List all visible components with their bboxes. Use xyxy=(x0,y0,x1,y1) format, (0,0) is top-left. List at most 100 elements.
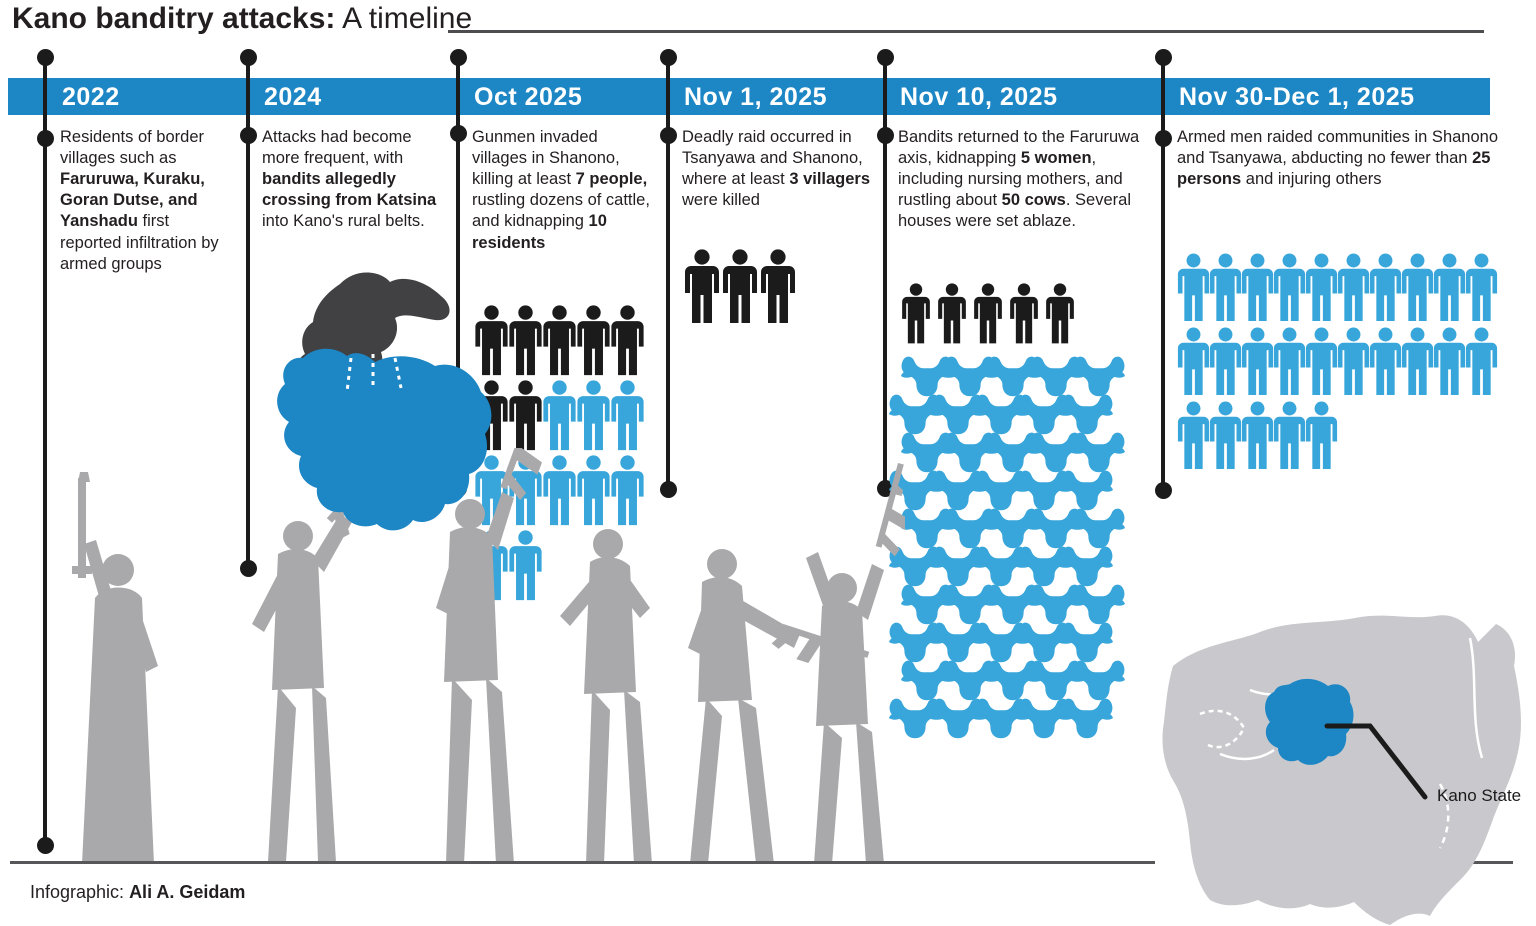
title-rule xyxy=(448,30,1484,33)
person-icon xyxy=(1433,327,1466,397)
timeline-event-text: Bandits returned to the Faruruwa axis, k… xyxy=(898,127,1148,233)
timeline-node-dot xyxy=(1154,481,1172,499)
title-sub: A timeline xyxy=(335,2,473,35)
person-icon xyxy=(1465,327,1498,397)
timeline-bar xyxy=(8,78,1490,115)
person-icon xyxy=(1369,253,1402,323)
timeline-date: 2024 xyxy=(264,83,322,111)
timeline-date: Nov 30-Dec 1, 2025 xyxy=(1179,83,1415,111)
bandit-silhouette xyxy=(252,448,417,862)
event-text: , including nursing mothers, and rustlin… xyxy=(898,149,1123,210)
person-icon xyxy=(1401,253,1434,323)
person-icon xyxy=(684,248,720,326)
person-icon xyxy=(722,248,758,326)
timeline-node-dot xyxy=(659,480,677,498)
timeline-node-dot xyxy=(449,48,467,66)
timeline-node-dot xyxy=(239,559,257,577)
timeline-node-dot xyxy=(36,48,54,66)
person-icon xyxy=(1043,283,1077,345)
timeline-node-dot xyxy=(1154,48,1172,66)
timeline-stem xyxy=(666,57,670,489)
event-text: and injuring others xyxy=(1241,170,1382,189)
person-icon xyxy=(1007,283,1041,345)
person-icon xyxy=(1305,401,1338,471)
person-icon xyxy=(542,380,577,452)
timeline-node-dot xyxy=(36,836,54,854)
bandit-silhouette xyxy=(436,448,562,864)
title-main: Kano banditry attacks: xyxy=(12,2,336,35)
person-icon xyxy=(1241,401,1274,471)
timeline-stem xyxy=(246,57,250,568)
person-icon xyxy=(1433,253,1466,323)
event-text-bold: 50 cows xyxy=(1001,191,1066,210)
person-icon xyxy=(508,305,543,377)
person-icon xyxy=(1337,327,1370,397)
person-icon xyxy=(508,380,543,452)
pictogram-row xyxy=(899,283,1079,345)
ground-line xyxy=(10,861,1155,864)
person-icon xyxy=(899,283,933,345)
timeline-event-text: Residents of border villages such as Far… xyxy=(60,127,230,275)
event-text-bold: 10 residents xyxy=(472,212,607,252)
timeline-node-dot xyxy=(239,126,257,144)
person-icon xyxy=(542,305,577,377)
credit-author: Ali A. Geidam xyxy=(129,882,246,902)
event-text: Bandits returned to the Faruruwa axis, k… xyxy=(898,128,1140,168)
timeline-node-dot xyxy=(239,48,257,66)
person-pictogram-group xyxy=(1177,253,1497,475)
kano-callout-line xyxy=(1324,723,1428,800)
timeline-node-dot xyxy=(449,124,467,142)
person-icon xyxy=(1177,327,1210,397)
person-icon xyxy=(971,283,1005,345)
event-text-bold: 5 women xyxy=(1020,149,1092,168)
event-text: Residents of border villages such as xyxy=(60,128,204,168)
cow-icon xyxy=(1060,694,1114,740)
person-pictogram-group xyxy=(684,248,798,329)
kano-state-label: Kano State xyxy=(1437,786,1522,805)
timeline-node-dot xyxy=(659,48,677,66)
timeline-date: Nov 1, 2025 xyxy=(684,83,828,111)
person-icon xyxy=(1241,253,1274,323)
event-text-bold: Faruruwa, Kuraku, Goran Dutse, and Yansh… xyxy=(60,170,205,231)
timeline-stem xyxy=(456,57,460,488)
timeline-event-text: Gunmen invaded villages in Shanono, kill… xyxy=(472,127,654,254)
bandit-silhouette xyxy=(806,463,905,864)
event-text-bold: 25 persons xyxy=(1177,149,1491,189)
person-icon xyxy=(1177,253,1210,323)
nigeria-outline xyxy=(1162,615,1521,925)
timeline-stem xyxy=(883,57,887,488)
timeline-event-text: Attacks had become more frequent, with b… xyxy=(262,127,452,233)
bandit-silhouette xyxy=(688,549,870,864)
person-icon xyxy=(1369,327,1402,397)
timeline-date: Nov 10, 2025 xyxy=(900,83,1058,111)
event-text: were killed xyxy=(682,191,760,210)
person-icon xyxy=(1241,327,1274,397)
timeline-event-text: Armed men raided communities in Shanono … xyxy=(1177,127,1509,190)
pictogram-row xyxy=(1177,401,1497,471)
person-icon xyxy=(1305,327,1338,397)
infographic-credit: Infographic: Ali A. Geidam xyxy=(30,882,245,903)
kano-state-shape xyxy=(1265,678,1354,765)
person-icon xyxy=(1209,327,1242,397)
timeline-node-dot xyxy=(36,129,54,147)
timeline-stem xyxy=(1161,57,1165,490)
person-pictogram-group xyxy=(899,283,1079,348)
event-text: rustling dozens of cattle, and kidnappin… xyxy=(472,191,650,231)
cow-row xyxy=(888,694,1115,740)
event-text: Gunmen invaded villages in Shanono, kill… xyxy=(472,128,620,189)
person-icon xyxy=(610,380,645,452)
event-text: Attacks had become more frequent, with xyxy=(262,128,412,168)
katsina-kano-minimap xyxy=(277,272,492,531)
timeline-event-text: Deadly raid occurred in Tsanyawa and Sha… xyxy=(682,127,874,211)
person-icon xyxy=(1273,401,1306,471)
event-text: into Kano's rural belts. xyxy=(262,212,425,231)
person-icon xyxy=(576,380,611,452)
timeline-node-dot xyxy=(659,126,677,144)
event-text-bold: bandits allegedly crossing from Katsina xyxy=(262,170,437,210)
person-icon xyxy=(1209,253,1242,323)
person-icon xyxy=(1401,327,1434,397)
person-icon xyxy=(1273,327,1306,397)
person-icon xyxy=(1465,253,1498,323)
event-text: Deadly raid occurred in Tsanyawa and Sha… xyxy=(682,128,863,189)
